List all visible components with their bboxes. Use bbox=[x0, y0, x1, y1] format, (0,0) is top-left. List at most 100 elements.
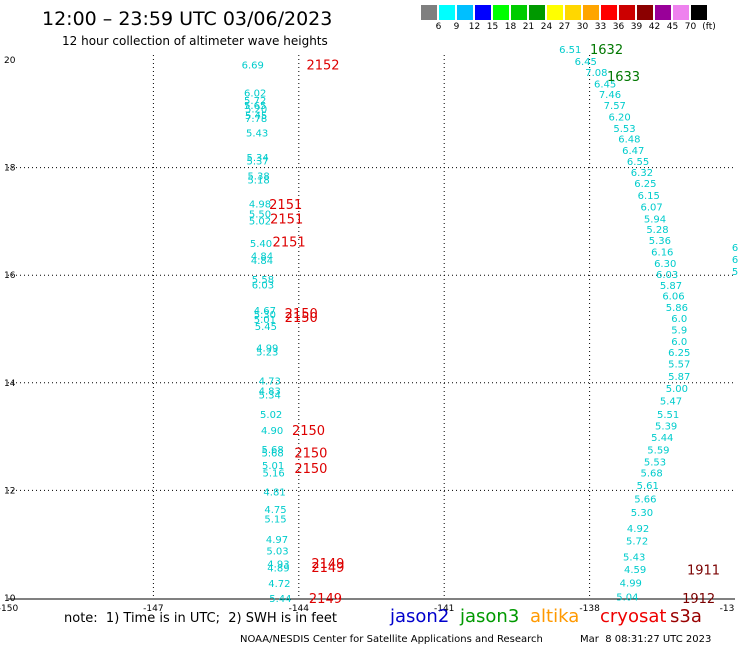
wave-height-value: 5.87 bbox=[660, 281, 682, 292]
pass-time-label: 2151 bbox=[269, 198, 302, 213]
wave-height-value: 6 bbox=[732, 243, 738, 254]
wave-height-value: 5.45 bbox=[255, 322, 277, 333]
wave-height-value: 5.9 bbox=[671, 326, 687, 337]
legend-swatch bbox=[475, 5, 492, 20]
wave-height-value: 5.50 bbox=[249, 209, 271, 220]
legend-swatch bbox=[493, 5, 510, 20]
wave-height-value: 5.02 bbox=[260, 410, 282, 421]
y-tick-label: 16 bbox=[4, 271, 16, 281]
wave-height-value: 5.57 bbox=[668, 359, 690, 370]
legend-unit: (ft) bbox=[702, 22, 716, 32]
pass-time-label: 1632 bbox=[590, 43, 623, 58]
wave-height-value: 5.47 bbox=[660, 397, 682, 408]
legend-label: 9 bbox=[453, 22, 460, 32]
wave-height-value: 5.68 bbox=[641, 469, 663, 480]
wave-height-value: 5.28 bbox=[646, 225, 668, 236]
wave-height-value: 7.57 bbox=[604, 101, 626, 112]
wave-height-value: 5.04 bbox=[616, 592, 638, 603]
wave-height-value: 6.69 bbox=[242, 60, 264, 71]
legend-swatch bbox=[655, 5, 672, 20]
legend-label: 39 bbox=[630, 22, 643, 32]
y-tick-label: 12 bbox=[4, 486, 15, 496]
wave-height-value: 5.72 bbox=[244, 96, 266, 107]
wave-height-value: 5.59 bbox=[647, 446, 669, 457]
wave-height-value: 5.40 bbox=[250, 239, 272, 250]
wave-height-value: 4.83 bbox=[259, 386, 281, 397]
legend-label: 45 bbox=[666, 22, 679, 32]
wave-height-value: 6.0 bbox=[671, 314, 687, 325]
wave-height-value: 5.15 bbox=[264, 514, 286, 525]
pass-time-label: 2150 bbox=[285, 307, 318, 322]
wave-height-value: 6.03 bbox=[252, 280, 274, 291]
wave-height-value: 4.75 bbox=[264, 505, 286, 516]
wave-height-value: 5.00 bbox=[666, 384, 688, 395]
wave-height-value: 5.68 bbox=[261, 449, 283, 460]
legend-swatch bbox=[565, 5, 582, 20]
legend-label: 27 bbox=[558, 22, 571, 32]
legend-swatch bbox=[529, 5, 546, 20]
legend-label: 42 bbox=[648, 22, 661, 32]
wave-height-value: 4.67 bbox=[254, 306, 276, 317]
wave-height-value: 5.30 bbox=[254, 310, 276, 321]
wave-height-value: 5.01 bbox=[262, 461, 284, 472]
wave-height-value: 5.37 bbox=[246, 157, 268, 168]
wave-height-value: 5.36 bbox=[649, 236, 671, 247]
wave-height-value: 6.25 bbox=[634, 179, 656, 190]
wave-height-value: 5.72 bbox=[626, 536, 648, 547]
wave-height-value: 5.18 bbox=[247, 175, 269, 186]
pass-time-label: 2151 bbox=[270, 213, 303, 228]
legend-swatch bbox=[457, 5, 474, 20]
legend-swatch bbox=[601, 5, 618, 20]
legend-swatch bbox=[547, 5, 564, 20]
wave-height-value: 6.25 bbox=[668, 348, 690, 359]
wave-height-value: 6.02 bbox=[244, 88, 266, 99]
pass-time-label: 2149 bbox=[311, 557, 344, 572]
wave-height-value: 4.89 bbox=[267, 563, 289, 574]
wave-height-value: 5.20 bbox=[245, 104, 267, 115]
wave-height-value: 6.03 bbox=[656, 270, 678, 281]
wave-height-value: 5.53 bbox=[613, 124, 635, 135]
wave-height-value: 7.08 bbox=[585, 68, 607, 79]
wave-height-value: 4.81 bbox=[263, 487, 285, 498]
x-tick-label: -144 bbox=[289, 604, 310, 614]
wave-height-value: 6.48 bbox=[618, 135, 640, 146]
wave-height-value: 4.72 bbox=[268, 579, 290, 590]
legend-label: 33 bbox=[594, 22, 607, 32]
pass-time-label: 2150 bbox=[294, 447, 327, 462]
wave-height-value: 5.03 bbox=[266, 547, 288, 558]
legend-label: 70 bbox=[684, 22, 697, 32]
wave-height-value: 4.73 bbox=[259, 377, 281, 388]
wave-height-value: 5.43 bbox=[623, 553, 645, 564]
wave-height-value: 5.61 bbox=[637, 481, 659, 492]
wave-height-value: 5.68 bbox=[261, 445, 283, 456]
wave-height-value: 4.90 bbox=[261, 426, 283, 437]
pass-time-label: 1912 bbox=[682, 592, 715, 607]
wave-height-value: 5.30 bbox=[631, 508, 653, 519]
wave-height-value: 5.86 bbox=[666, 303, 688, 314]
wave-height-value: 5.53 bbox=[644, 457, 666, 468]
wave-height-value: 5.34 bbox=[259, 391, 281, 402]
legend-label: 30 bbox=[576, 22, 589, 32]
legend-swatch bbox=[421, 5, 438, 20]
wave-height-value: 7.46 bbox=[599, 90, 621, 101]
legend-label: 24 bbox=[540, 22, 553, 32]
x-tick-label: -150 bbox=[0, 604, 18, 614]
color-legend: 6 9 12 15 18 21 24 27 30 33 36 39 42 45 70 (ft) bbox=[421, 5, 740, 33]
wave-height-value: 6.45 bbox=[594, 80, 616, 91]
y-tick-label: 10 bbox=[4, 594, 16, 604]
wave-height-value: 5.38 bbox=[247, 172, 269, 183]
wave-height-value: 5.34 bbox=[246, 153, 268, 164]
wave-height-value: 6.47 bbox=[622, 146, 644, 157]
wave-height-value: 4.92 bbox=[627, 524, 649, 535]
generation-timestamp: Mar 8 08:31:27 UTC 2023 bbox=[580, 634, 712, 645]
legend-label: 15 bbox=[486, 22, 499, 32]
wave-height-value: 4.98 bbox=[249, 200, 271, 211]
satellite-altika: altika bbox=[530, 606, 580, 627]
wave-height-value: 4.93 bbox=[267, 560, 289, 571]
legend-swatch bbox=[619, 5, 636, 20]
y-tick-label: 14 bbox=[4, 379, 16, 389]
legend-label: 36 bbox=[612, 22, 625, 32]
wave-height-value: 6.30 bbox=[654, 259, 676, 270]
legend-swatch bbox=[637, 5, 654, 20]
pass-time-label: 2150 bbox=[285, 311, 318, 326]
